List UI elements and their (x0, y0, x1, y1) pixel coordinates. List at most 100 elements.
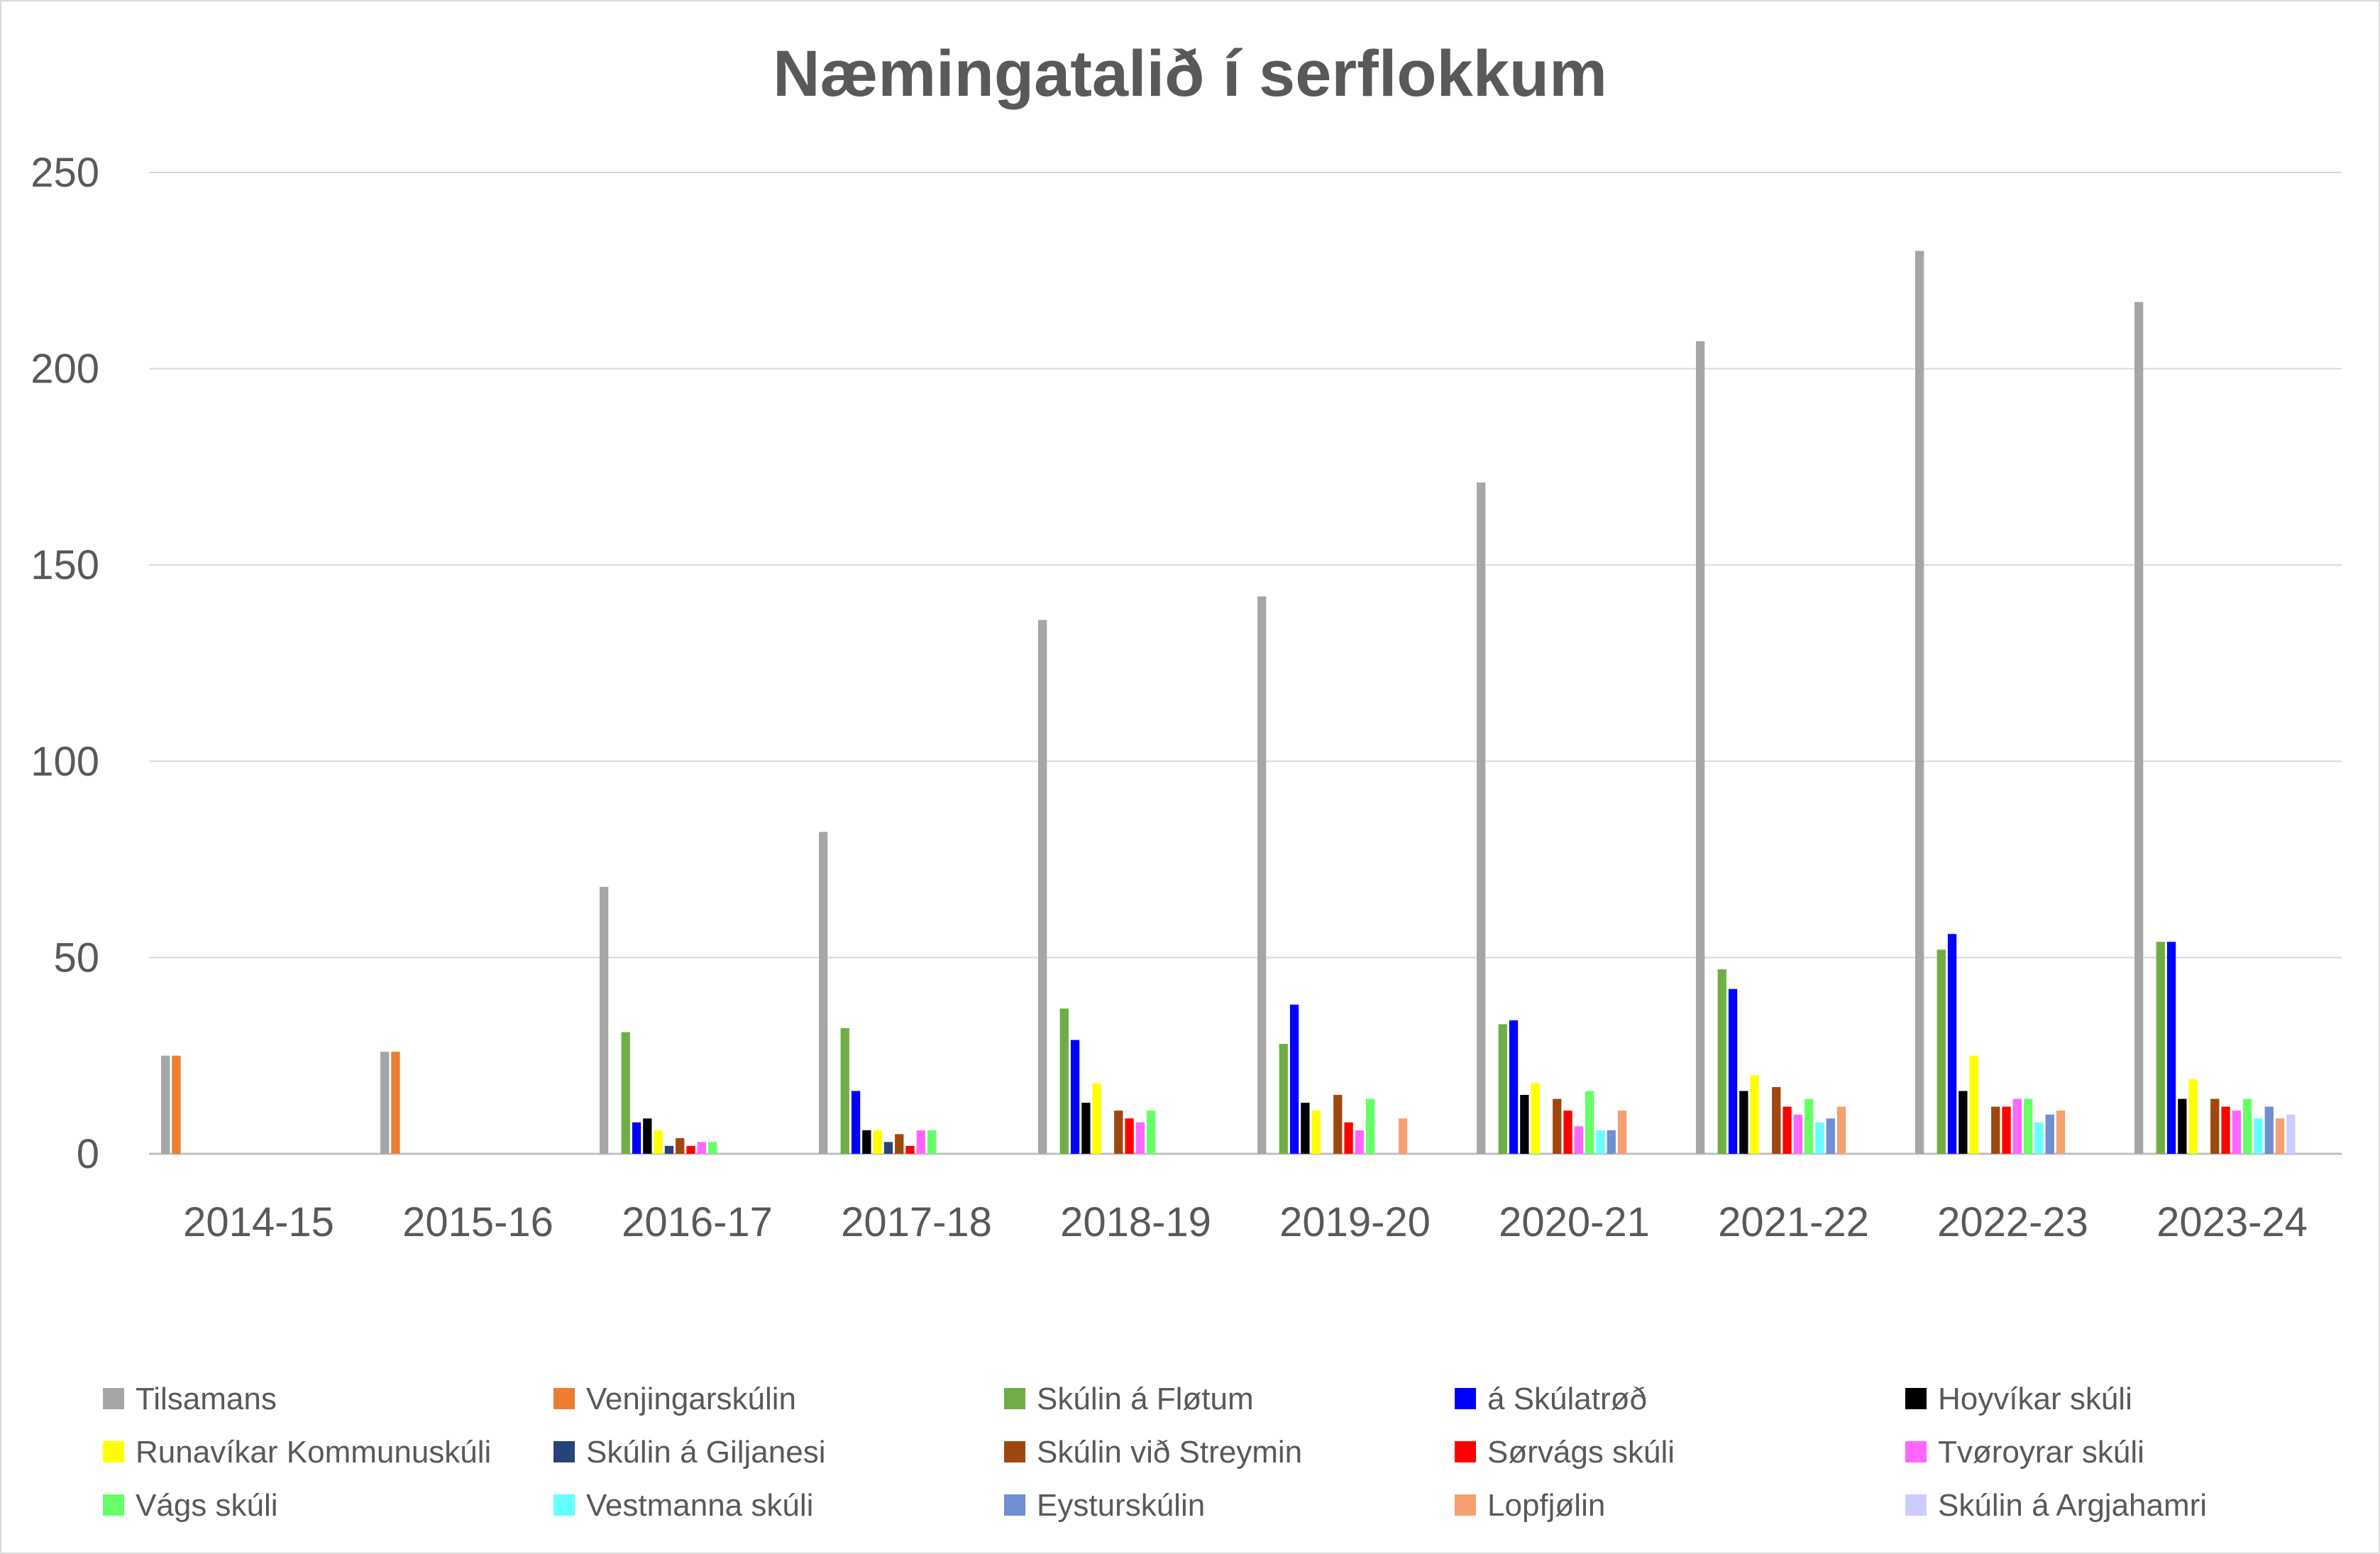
legend-item: Venjingarskúlin (553, 1382, 796, 1416)
legend-swatch (1905, 1494, 1927, 1516)
legend-item: Runavíkar Kommunuskúli (103, 1435, 491, 1470)
bar (2156, 942, 2165, 1154)
legend-swatch (1905, 1441, 1927, 1462)
legend-label: Tvøroyrar skúli (1938, 1435, 2144, 1470)
legend-label: Lopfjølin (1487, 1488, 1605, 1523)
legend-item: Tilsamans (103, 1382, 277, 1416)
x-axis: 2014-15 2015-16 2016-17 2017-18 2018-19 2019-… (183, 1199, 2308, 1245)
legend-item: Vestmanna skúli (553, 1488, 813, 1523)
bar (1585, 1091, 1594, 1154)
legend-label: Skúlin á Argjahamri (1938, 1488, 2207, 1523)
legend-item: Tvøroyrar skúli (1905, 1435, 2144, 1470)
legend-label: Skúlin á Fløtum (1037, 1382, 1254, 1416)
bar (1596, 1130, 1605, 1154)
legend-label: Eysturskúlin (1037, 1488, 1205, 1523)
legend-label: Tilsamans (136, 1382, 277, 1416)
bar (1289, 1004, 1299, 1154)
bar (621, 1032, 630, 1154)
bar (1826, 1118, 1835, 1154)
bar (1936, 949, 1946, 1154)
legend-item: Hoyvíkar skúli (1905, 1382, 2132, 1416)
legend-label: Skúlin á Giljanesi (586, 1435, 826, 1470)
bar (927, 1130, 937, 1154)
legend-label: Vágs skúli (136, 1488, 278, 1523)
x-tick-label: 2022-23 (1937, 1199, 2088, 1245)
legend-item: Lopfjølin (1455, 1488, 1605, 1523)
bar (851, 1091, 861, 1154)
x-tick-label: 2018-19 (1060, 1199, 1211, 1245)
bar (2002, 1106, 2011, 1154)
bar (632, 1122, 641, 1154)
legend-label: Skúlin við Streymin (1037, 1435, 1302, 1470)
bar (895, 1134, 904, 1154)
bar (916, 1130, 925, 1154)
bar (1607, 1130, 1616, 1154)
bar (1344, 1122, 1353, 1154)
legend-item: Sørvágs skúli (1455, 1435, 1675, 1470)
legend: Tilsamans Venjingarskúlin Skúlin á Fløtum á… (103, 1382, 2207, 1523)
y-tick-label: 250 (31, 150, 99, 196)
bar (1366, 1098, 1375, 1154)
bar (2210, 1098, 2220, 1154)
legend-swatch (1905, 1388, 1927, 1409)
bar (1257, 596, 1267, 1154)
bar (1574, 1126, 1583, 1154)
bar (1915, 250, 1924, 1155)
chart-title: Næmingatalið í serflokkum (773, 38, 1607, 110)
bar (1311, 1111, 1321, 1154)
bar (686, 1145, 695, 1154)
bar (697, 1142, 706, 1154)
bar (1815, 1122, 1824, 1154)
bar (2056, 1111, 2066, 1154)
x-tick-label: 2021-22 (1718, 1199, 1869, 1245)
bar (873, 1130, 882, 1154)
bar (2045, 1114, 2054, 1154)
bar (883, 1142, 893, 1154)
legend-swatch (1004, 1388, 1025, 1409)
bar (1947, 934, 1957, 1154)
bar (2012, 1098, 2022, 1154)
legend-swatch (1455, 1494, 1476, 1516)
bar (2264, 1106, 2274, 1154)
bar (1498, 1024, 1507, 1154)
bar (1081, 1103, 1091, 1154)
legend-label: á Skúlatrøð (1487, 1382, 1647, 1416)
bar (2034, 1122, 2044, 1154)
bar (1793, 1114, 1802, 1154)
bar (1969, 1055, 1978, 1154)
bar (2166, 942, 2176, 1154)
bar (2024, 1098, 2033, 1154)
bar (1059, 1008, 1069, 1154)
bar (1805, 1098, 1814, 1154)
bar (1772, 1087, 1781, 1154)
bars (161, 250, 2296, 1155)
bar (1563, 1111, 1572, 1154)
legend-label: Vestmanna skúli (586, 1488, 813, 1523)
legend-swatch (103, 1388, 124, 1409)
bar (2188, 1079, 2198, 1154)
bar (2221, 1106, 2230, 1154)
bar (1520, 1095, 1529, 1154)
bar (1477, 483, 1486, 1154)
bar (1333, 1095, 1343, 1154)
bar (1728, 988, 1738, 1154)
legend-item: Skúlin við Streymin (1004, 1435, 1302, 1470)
legend-item: Vágs skúli (103, 1488, 278, 1523)
x-tick-label: 2019-20 (1279, 1199, 1431, 1245)
legend-item: Skúlin á Giljanesi (553, 1435, 826, 1470)
bar (708, 1142, 717, 1154)
legend-label: Venjingarskúlin (586, 1382, 796, 1416)
bar (380, 1052, 390, 1154)
legend-swatch (1004, 1441, 1025, 1462)
x-tick-label: 2017-18 (841, 1199, 992, 1245)
legend-label: Sørvágs skúli (1487, 1435, 1675, 1470)
bar (2178, 1098, 2187, 1154)
bar (1125, 1118, 1134, 1154)
bar (2243, 1098, 2252, 1154)
bar (2275, 1118, 2285, 1154)
x-tick-label: 2016-17 (622, 1199, 773, 1245)
bar (1991, 1106, 2000, 1154)
bar (1739, 1091, 1748, 1154)
bar (1135, 1122, 1145, 1154)
